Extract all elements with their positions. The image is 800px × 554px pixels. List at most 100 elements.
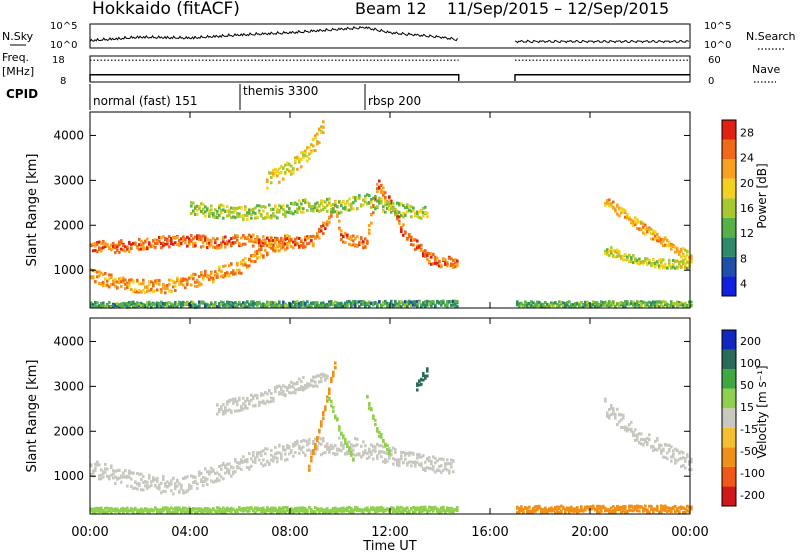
power-data-cell xyxy=(132,305,135,309)
power-data-cell xyxy=(294,303,297,307)
power-data-cell xyxy=(234,236,237,240)
power-data-cell xyxy=(642,225,645,229)
velocity-data-cell xyxy=(258,507,261,511)
power-data-cell xyxy=(108,273,111,277)
velocity-data-cell xyxy=(374,418,377,422)
nave-tick-top: 60 xyxy=(708,55,721,66)
power-data-cell xyxy=(222,204,225,208)
power-data-cell xyxy=(292,246,295,250)
power-data-cell xyxy=(666,266,669,270)
power-data-cell xyxy=(602,301,605,305)
velocity-data-cell xyxy=(320,424,323,428)
power-data-cell xyxy=(416,212,419,216)
power-data-cell xyxy=(352,243,355,247)
power-data-cell xyxy=(650,237,653,241)
velocity-data-cell xyxy=(266,400,269,403)
power-data-cell xyxy=(178,283,181,286)
velocity-data-cell xyxy=(274,386,277,389)
power-data-cell xyxy=(614,209,617,213)
velocity-data-cell xyxy=(308,464,311,468)
velocity-data-cell xyxy=(348,449,351,453)
power-data-cell xyxy=(688,263,691,267)
power-data-cell xyxy=(146,247,149,251)
velocity-data-cell xyxy=(322,413,325,417)
velocity-data-cell xyxy=(206,507,209,511)
power-data-cell xyxy=(192,244,195,248)
power-data-cell xyxy=(190,234,193,237)
power-data-cell xyxy=(142,278,145,282)
velocity-y-axis-label: Slant Range [km] xyxy=(25,360,40,473)
power-data-cell xyxy=(390,199,393,203)
power-data-cell xyxy=(318,236,321,240)
velocity-data-cell xyxy=(450,458,453,462)
velocity-data-cell xyxy=(302,451,305,455)
velocity-data-cell xyxy=(418,380,421,383)
power-data-cell xyxy=(348,242,351,246)
power-data-cell xyxy=(220,211,223,215)
x-tick-label: 20:00 xyxy=(571,525,608,540)
power-data-cell xyxy=(438,259,441,263)
velocity-data-cell xyxy=(300,440,303,443)
velocity-data-cell xyxy=(178,508,181,512)
cpid-label: CPID xyxy=(6,87,38,101)
velocity-data-cell xyxy=(242,455,245,459)
power-data-cell xyxy=(124,278,127,282)
power-data-cell xyxy=(108,277,111,281)
velocity-data-cell xyxy=(114,507,117,511)
power-data-cell xyxy=(574,305,577,308)
power-data-cell xyxy=(280,303,283,307)
velocity-data-cell xyxy=(200,510,203,514)
power-data-cell xyxy=(288,235,291,239)
velocity-data-cell xyxy=(316,445,319,449)
power-data-cell xyxy=(130,243,133,247)
power-data-cell xyxy=(588,303,591,307)
velocity-colorbar-frame xyxy=(721,329,737,507)
velocity-data-cell xyxy=(346,452,349,456)
velocity-data-cell xyxy=(590,507,593,511)
power-data-cell xyxy=(382,209,385,213)
power-data-cell xyxy=(606,304,609,308)
power-data-cell xyxy=(270,208,273,211)
velocity-colorbar-swatch xyxy=(722,408,736,428)
power-data-cell xyxy=(140,304,143,308)
power-data-cell xyxy=(296,303,299,307)
power-data-cell xyxy=(306,201,309,205)
power-data-cell xyxy=(328,215,331,219)
power-data-cell xyxy=(338,200,341,204)
velocity-data-cell xyxy=(218,473,221,477)
velocity-data-cell xyxy=(268,509,271,513)
velocity-data-cell xyxy=(400,457,403,461)
power-data-cell xyxy=(402,211,405,215)
power-data-cell xyxy=(610,246,613,250)
power-data-cell xyxy=(266,178,269,182)
velocity-data-cell xyxy=(234,509,237,513)
velocity-data-cell xyxy=(564,510,567,514)
power-data-cell xyxy=(320,301,323,305)
velocity-data-cell xyxy=(298,444,301,448)
velocity-data-cell xyxy=(202,508,205,512)
velocity-data-cell xyxy=(394,451,397,454)
power-data-cell xyxy=(228,239,231,243)
velocity-data-cell xyxy=(208,470,211,474)
power-data-cell xyxy=(206,303,209,307)
power-data-cell xyxy=(282,167,285,171)
power-data-cell xyxy=(298,237,301,240)
power-data-cell xyxy=(240,260,243,264)
velocity-data-cell xyxy=(302,445,305,449)
velocity-data-cell xyxy=(254,458,257,462)
power-data-cell xyxy=(396,304,399,308)
power-data-cell xyxy=(312,149,315,153)
power-data-cell xyxy=(318,229,321,233)
velocity-data-cell xyxy=(420,509,423,513)
power-data-cell xyxy=(412,300,415,304)
velocity-data-cell xyxy=(144,480,147,484)
velocity-data-cell xyxy=(270,508,273,512)
velocity-data-cell xyxy=(590,506,593,509)
velocity-data-cell xyxy=(422,507,425,511)
power-data-cell xyxy=(148,280,151,284)
power-data-cell xyxy=(178,243,181,247)
velocity-data-cell xyxy=(138,472,141,476)
velocity-data-cell xyxy=(216,510,219,514)
power-data-cell xyxy=(274,205,277,209)
power-data-cell xyxy=(180,237,183,241)
